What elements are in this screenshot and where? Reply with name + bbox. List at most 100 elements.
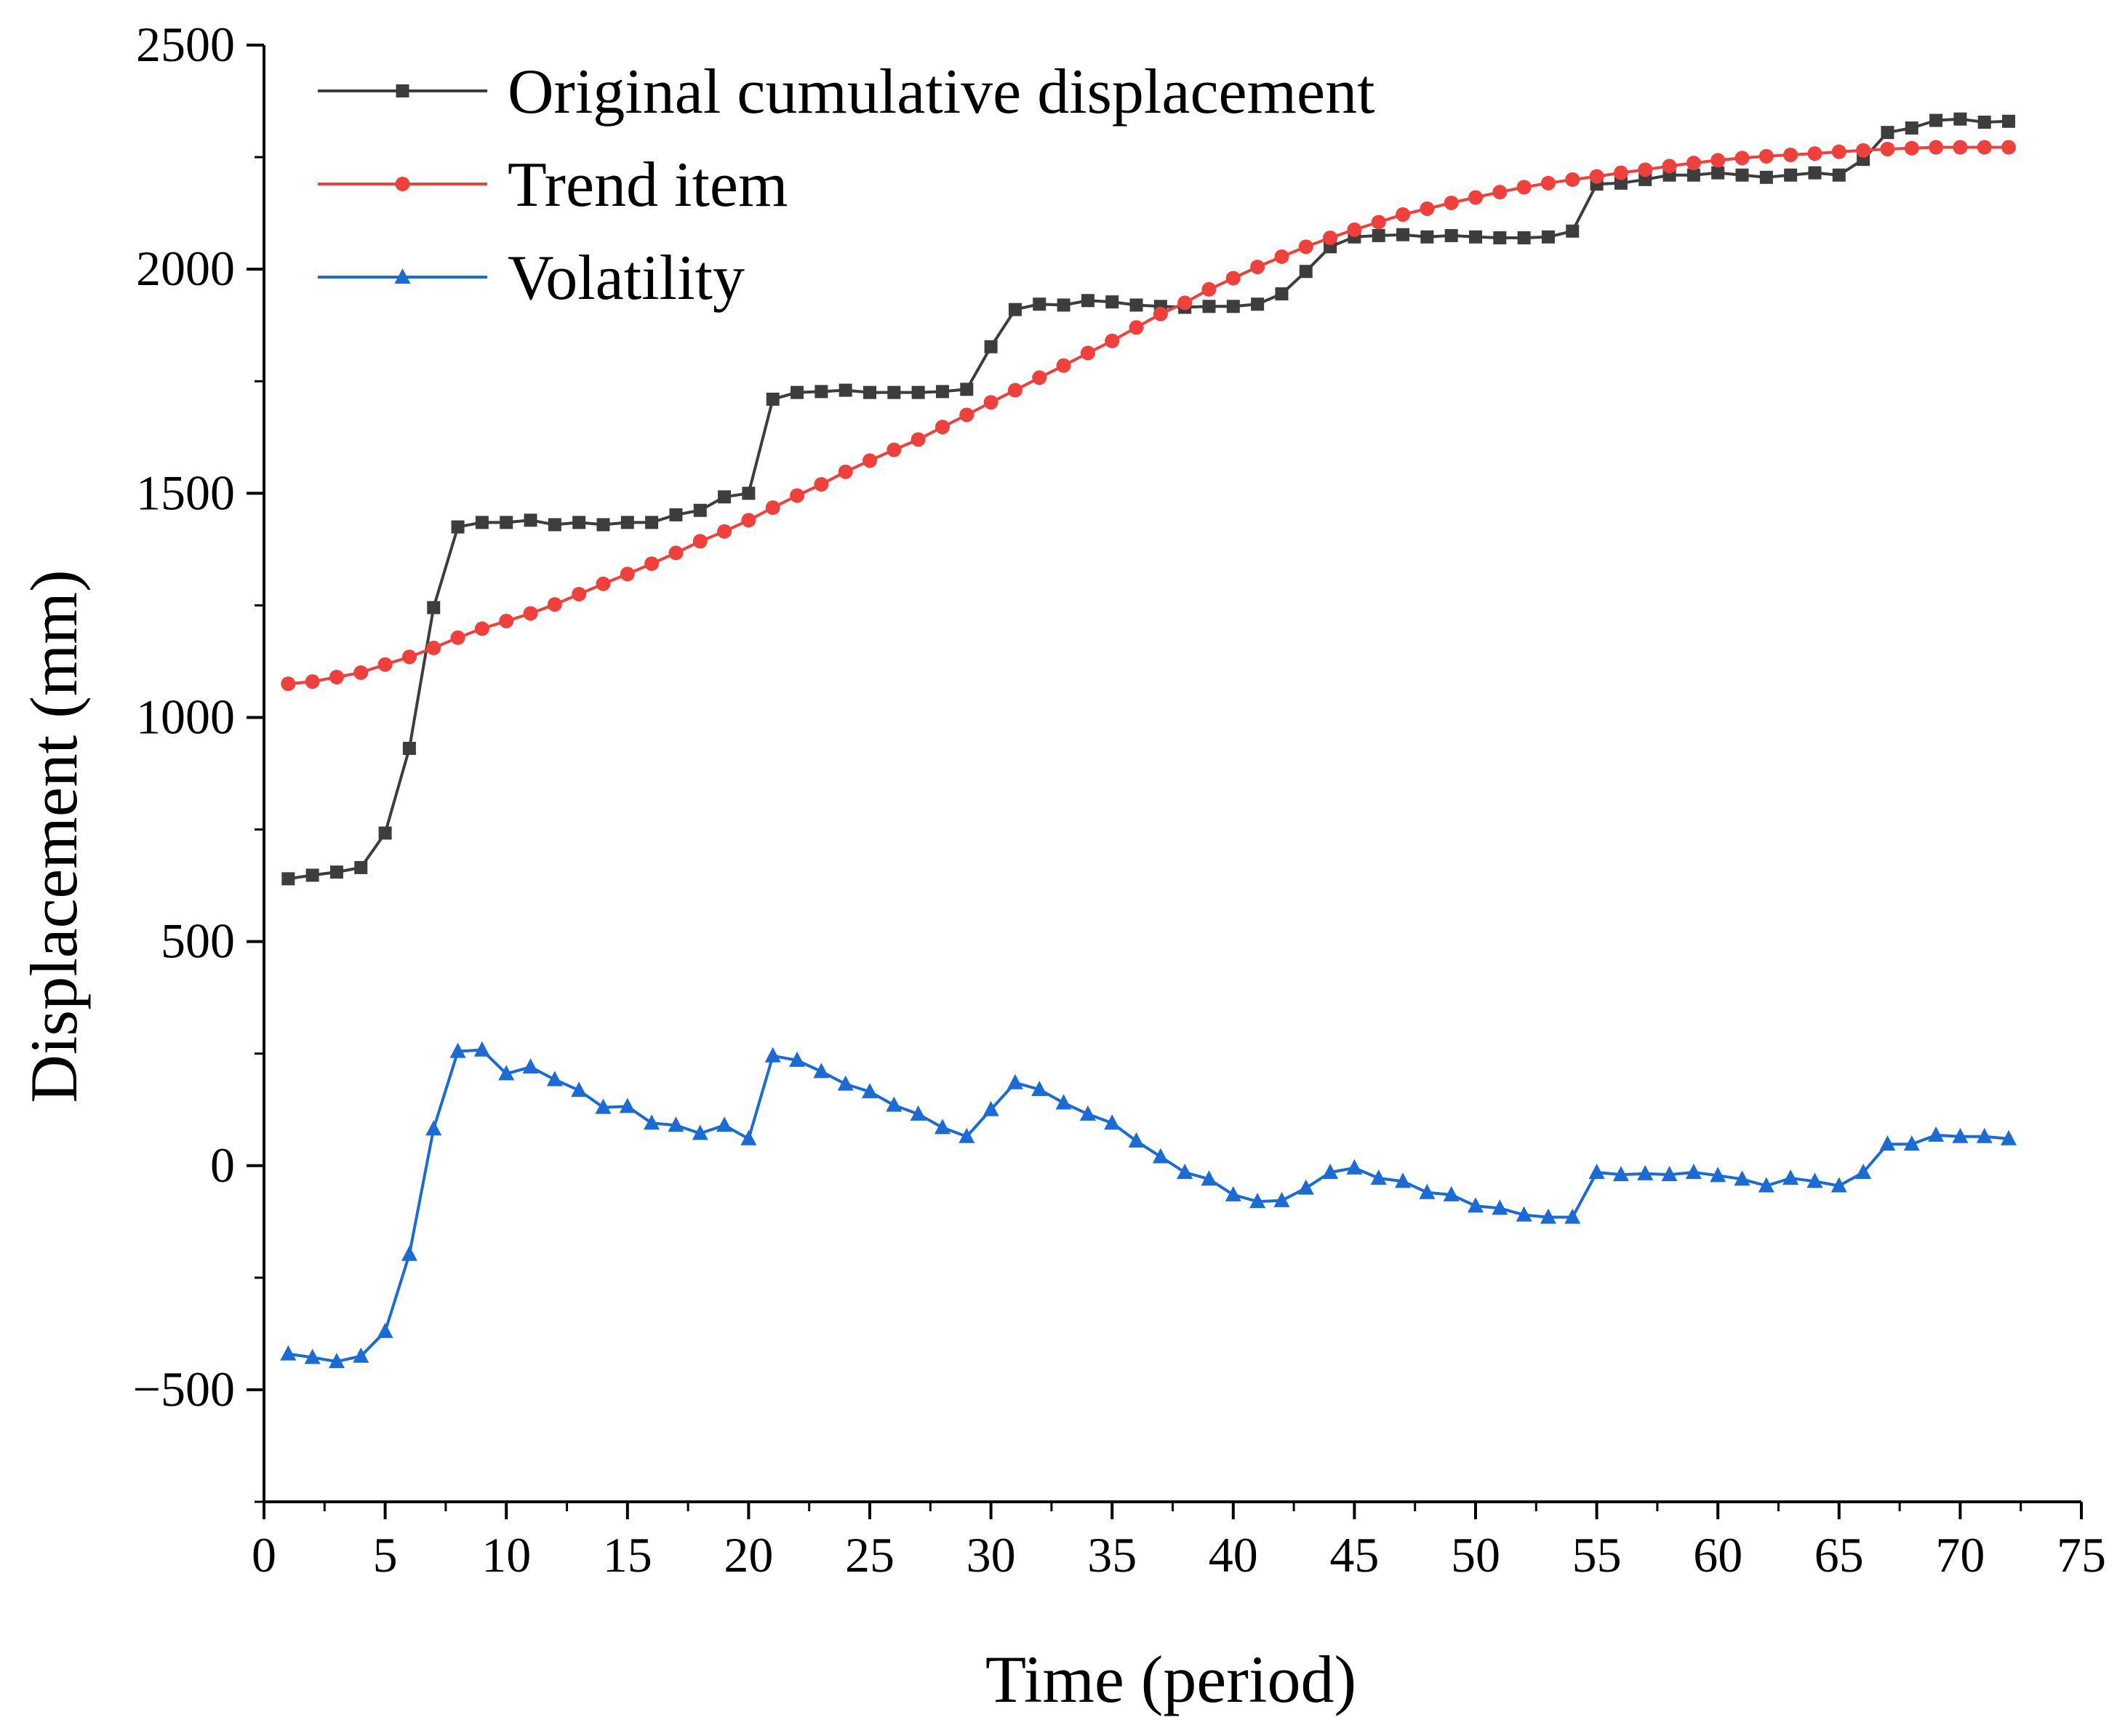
y-tick-label: 0	[210, 1137, 235, 1193]
data-point	[473, 1041, 490, 1057]
data-point	[1710, 1167, 1726, 1183]
data-point	[1323, 231, 1338, 246]
data-point	[524, 513, 537, 527]
data-point	[1201, 1170, 1217, 1186]
data-point	[474, 621, 489, 636]
legend-label: Volatility	[508, 243, 745, 313]
data-point	[1443, 1185, 1460, 1201]
data-point	[1637, 1164, 1654, 1180]
data-point	[305, 674, 320, 689]
data-point	[645, 516, 659, 529]
data-point	[765, 500, 780, 516]
data-point	[1784, 168, 1798, 182]
data-point	[1056, 358, 1071, 373]
data-point	[619, 1097, 636, 1113]
data-point	[668, 545, 684, 561]
data-point	[1081, 294, 1094, 308]
data-point	[815, 385, 828, 399]
legend-item: Trend item	[318, 150, 788, 220]
x-ticks: 0 5 10 15 20 25 30 35 40 45 50 55 60 65 70 75	[252, 1502, 2106, 1583]
legend: Original cumulative displacement Trend it…	[318, 57, 1375, 313]
data-point	[983, 1100, 999, 1116]
data-point	[789, 1051, 806, 1067]
x-tick-label: 35	[1087, 1527, 1137, 1583]
data-point	[668, 1116, 684, 1132]
x-tick-label: 30	[967, 1527, 1016, 1583]
data-point	[1202, 300, 1216, 313]
data-point	[863, 453, 877, 468]
data-point	[693, 503, 707, 517]
data-point	[1589, 169, 1604, 184]
x-tick-label: 55	[1572, 1527, 1622, 1583]
data-point	[813, 1063, 830, 1079]
data-point	[1033, 297, 1047, 311]
data-point	[1734, 151, 1750, 166]
data-point	[1904, 140, 1919, 156]
data-point	[1032, 370, 1047, 385]
data-point	[451, 520, 465, 534]
x-tick-label: 15	[603, 1527, 652, 1583]
series-3	[280, 1041, 2017, 1369]
data-point	[1420, 230, 1434, 244]
data-point	[1881, 126, 1894, 140]
data-point	[839, 383, 852, 397]
data-point	[911, 385, 925, 399]
data-point	[1566, 224, 1580, 238]
data-point	[281, 676, 296, 692]
data-point	[1250, 260, 1265, 275]
data-point	[353, 1347, 369, 1363]
data-point	[1152, 1148, 1169, 1164]
data-point	[960, 383, 974, 396]
data-point	[2002, 114, 2016, 128]
data-point	[790, 488, 805, 503]
data-point	[401, 1245, 417, 1261]
data-point	[1517, 231, 1531, 245]
x-tick-label: 5	[373, 1527, 398, 1583]
data-point	[1153, 306, 1168, 321]
data-point	[1104, 1114, 1121, 1130]
legend-label: Original cumulative displacement	[508, 57, 1375, 127]
data-point	[1686, 168, 1700, 182]
data-point	[281, 872, 295, 886]
data-point	[1808, 166, 1822, 180]
data-point	[887, 442, 902, 457]
data-point	[329, 865, 343, 879]
x-tick-label: 65	[1814, 1527, 1864, 1583]
data-point	[935, 420, 950, 435]
data-point	[548, 518, 561, 532]
data-point	[959, 407, 975, 423]
data-point	[863, 385, 876, 399]
data-point	[1444, 195, 1459, 210]
data-point	[1249, 1193, 1266, 1209]
x-tick-label: 70	[1935, 1527, 1985, 1583]
data-point	[1613, 165, 1628, 180]
legend-marker	[394, 268, 411, 284]
data-point	[1953, 140, 1968, 155]
data-point	[1444, 228, 1458, 242]
data-point	[692, 534, 708, 549]
data-point	[934, 1119, 951, 1135]
y-axis-title: Displacement (mm)	[17, 569, 91, 1103]
data-point	[764, 1047, 781, 1063]
data-point	[596, 576, 611, 591]
data-point	[1734, 1170, 1750, 1186]
data-point	[1468, 1197, 1484, 1213]
series-1	[281, 112, 2016, 886]
data-point	[837, 1075, 854, 1091]
data-point	[911, 432, 926, 447]
data-point	[571, 1081, 588, 1097]
series-line	[288, 145, 2009, 686]
data-point	[935, 385, 949, 399]
data-point	[1177, 295, 1193, 311]
data-point	[450, 630, 465, 645]
data-point	[1929, 140, 1944, 155]
data-point	[1977, 116, 1991, 129]
data-point	[1055, 1094, 1072, 1110]
x-tick-label: 0	[252, 1527, 276, 1583]
data-point	[498, 1065, 515, 1081]
y-tick-label: 1000	[136, 689, 235, 744]
data-point	[1299, 265, 1313, 279]
data-point	[1007, 383, 1023, 398]
data-point	[1275, 287, 1289, 301]
